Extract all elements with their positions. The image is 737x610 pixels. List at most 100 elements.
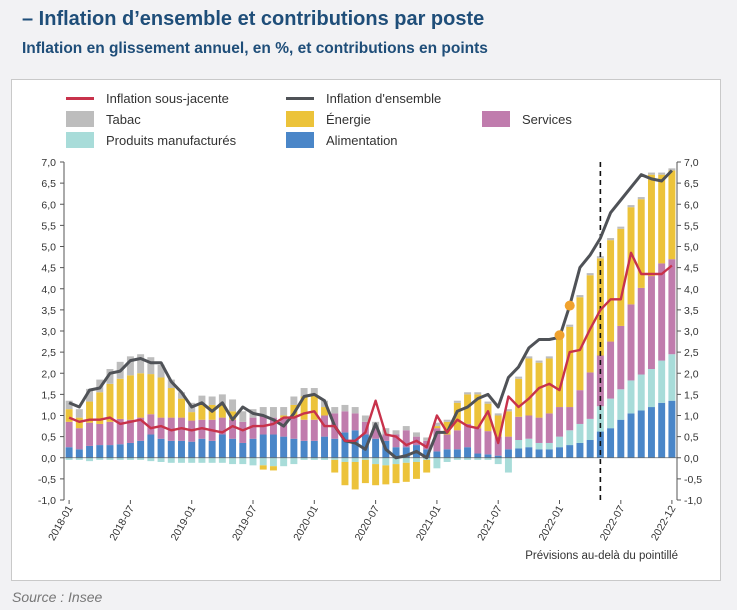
bar-services bbox=[392, 434, 400, 448]
bar-alimentation bbox=[188, 441, 196, 458]
bar-tabac bbox=[423, 437, 431, 441]
chart-canvas: 7,0 7,0 6,5 6,5 6,0 6,0 5,5 5,5 5,0 5,0 4,5 4,5 4,0 4… bbox=[38, 157, 702, 543]
bar-services bbox=[464, 423, 472, 448]
bar--nergie bbox=[576, 297, 584, 391]
y-tick-label-left: 5,5 bbox=[41, 220, 56, 232]
bar-produits-manufactur-s bbox=[259, 457, 267, 466]
bar-services bbox=[494, 436, 502, 456]
bar-produits-manufactur-s bbox=[86, 457, 94, 462]
bar--nergie bbox=[229, 411, 237, 420]
legend-label-core: Inflation sous-jacente bbox=[106, 90, 229, 106]
legend-swatch-produits bbox=[66, 132, 94, 148]
bar-services bbox=[525, 415, 533, 439]
bar-services bbox=[515, 416, 523, 441]
legend-swatch-alimentation bbox=[286, 132, 314, 148]
bar-produits-manufactur-s bbox=[464, 457, 472, 460]
x-tick-label: 2022-01 bbox=[536, 503, 566, 543]
bar--nergie bbox=[361, 459, 369, 484]
bar-tabac bbox=[474, 392, 482, 395]
bar-services bbox=[75, 428, 83, 450]
bar-produits-manufactur-s bbox=[484, 457, 492, 460]
bar-produits-manufactur-s bbox=[229, 457, 237, 465]
bar-tabac bbox=[464, 392, 472, 395]
bar-tabac bbox=[433, 422, 441, 427]
bar-tabac bbox=[617, 226, 625, 229]
bar--nergie bbox=[474, 394, 482, 429]
bar-produits-manufactur-s bbox=[280, 457, 288, 467]
y-tick-label-left: 3,0 bbox=[41, 326, 56, 338]
bar--nergie bbox=[392, 464, 400, 484]
bar--nergie bbox=[147, 374, 155, 415]
bar--nergie bbox=[218, 404, 226, 418]
y-tick-label-left: 1,0 bbox=[41, 411, 56, 423]
legend-swatch-core bbox=[66, 96, 94, 100]
bar-services bbox=[668, 259, 676, 355]
bar--nergie bbox=[259, 465, 267, 470]
highlight-marker bbox=[554, 330, 565, 341]
bar-tabac bbox=[341, 404, 349, 412]
bar-alimentation bbox=[310, 440, 318, 458]
bar--nergie bbox=[382, 465, 390, 485]
bar-produits-manufactur-s bbox=[525, 438, 533, 448]
bar-alimentation bbox=[208, 440, 216, 458]
bar--nergie bbox=[106, 383, 114, 422]
bar-alimentation bbox=[167, 440, 175, 458]
legend-label-tabac: Tabac bbox=[106, 111, 141, 127]
y-tick-label-left: 2,5 bbox=[41, 347, 56, 359]
bar-alimentation bbox=[106, 445, 114, 458]
bar-tabac bbox=[658, 172, 666, 175]
bar-produits-manufactur-s bbox=[147, 457, 155, 462]
bar-produits-manufactur-s bbox=[515, 440, 523, 449]
bar-tabac bbox=[494, 413, 502, 416]
bar-services bbox=[535, 417, 543, 443]
bar--nergie bbox=[453, 402, 461, 431]
bar-tabac bbox=[515, 376, 523, 379]
bar-tabac bbox=[178, 392, 185, 399]
bar-alimentation bbox=[65, 447, 73, 458]
y-tick-label-right: 0,0 bbox=[684, 453, 699, 465]
bar-alimentation bbox=[86, 445, 94, 458]
bar-alimentation bbox=[249, 438, 257, 458]
bar-services bbox=[239, 421, 247, 443]
bar--nergie bbox=[178, 398, 185, 418]
bar-services bbox=[300, 419, 308, 441]
bar-tabac bbox=[239, 411, 247, 422]
x-tick-label: 2022-12 bbox=[649, 503, 679, 543]
bar-alimentation bbox=[525, 447, 533, 458]
bar-produits-manufactur-s bbox=[331, 457, 339, 460]
bar-tabac bbox=[126, 356, 134, 376]
bar--nergie bbox=[668, 170, 676, 260]
bar-services bbox=[443, 434, 451, 450]
bar-tabac bbox=[453, 400, 461, 403]
bar-tabac bbox=[586, 273, 594, 276]
bar-tabac bbox=[310, 388, 318, 395]
bar-alimentation bbox=[576, 442, 584, 458]
bar-produits-manufactur-s bbox=[586, 418, 594, 441]
bar-tabac bbox=[300, 388, 308, 397]
legend-label-services: Services bbox=[522, 111, 572, 127]
bar-alimentation bbox=[423, 449, 431, 458]
bar-produits-manufactur-s bbox=[504, 457, 512, 473]
bar-produits-manufactur-s bbox=[75, 457, 83, 460]
bar-produits-manufactur-s bbox=[372, 457, 380, 465]
bar-tabac bbox=[147, 357, 155, 375]
bar-alimentation bbox=[504, 449, 512, 458]
bar-alimentation bbox=[96, 445, 104, 458]
bar-services bbox=[341, 411, 349, 433]
bar-services bbox=[576, 390, 584, 424]
bar-alimentation bbox=[321, 436, 328, 458]
bar-services bbox=[647, 276, 655, 370]
legend-swatch-services bbox=[482, 111, 510, 127]
bar-services bbox=[617, 325, 625, 390]
bar--nergie bbox=[647, 174, 655, 277]
bar-produits-manufactur-s bbox=[106, 457, 114, 460]
bar-produits-manufactur-s bbox=[637, 374, 645, 411]
y-tick-label-right: 4,0 bbox=[684, 284, 699, 296]
bar--nergie bbox=[372, 464, 380, 486]
bar-services bbox=[218, 417, 226, 435]
bar--nergie bbox=[96, 392, 104, 424]
bar-produits-manufactur-s bbox=[341, 457, 349, 462]
x-tick-label: 2020-07 bbox=[353, 503, 383, 543]
bar-services bbox=[566, 407, 574, 431]
bar-alimentation bbox=[637, 410, 645, 458]
